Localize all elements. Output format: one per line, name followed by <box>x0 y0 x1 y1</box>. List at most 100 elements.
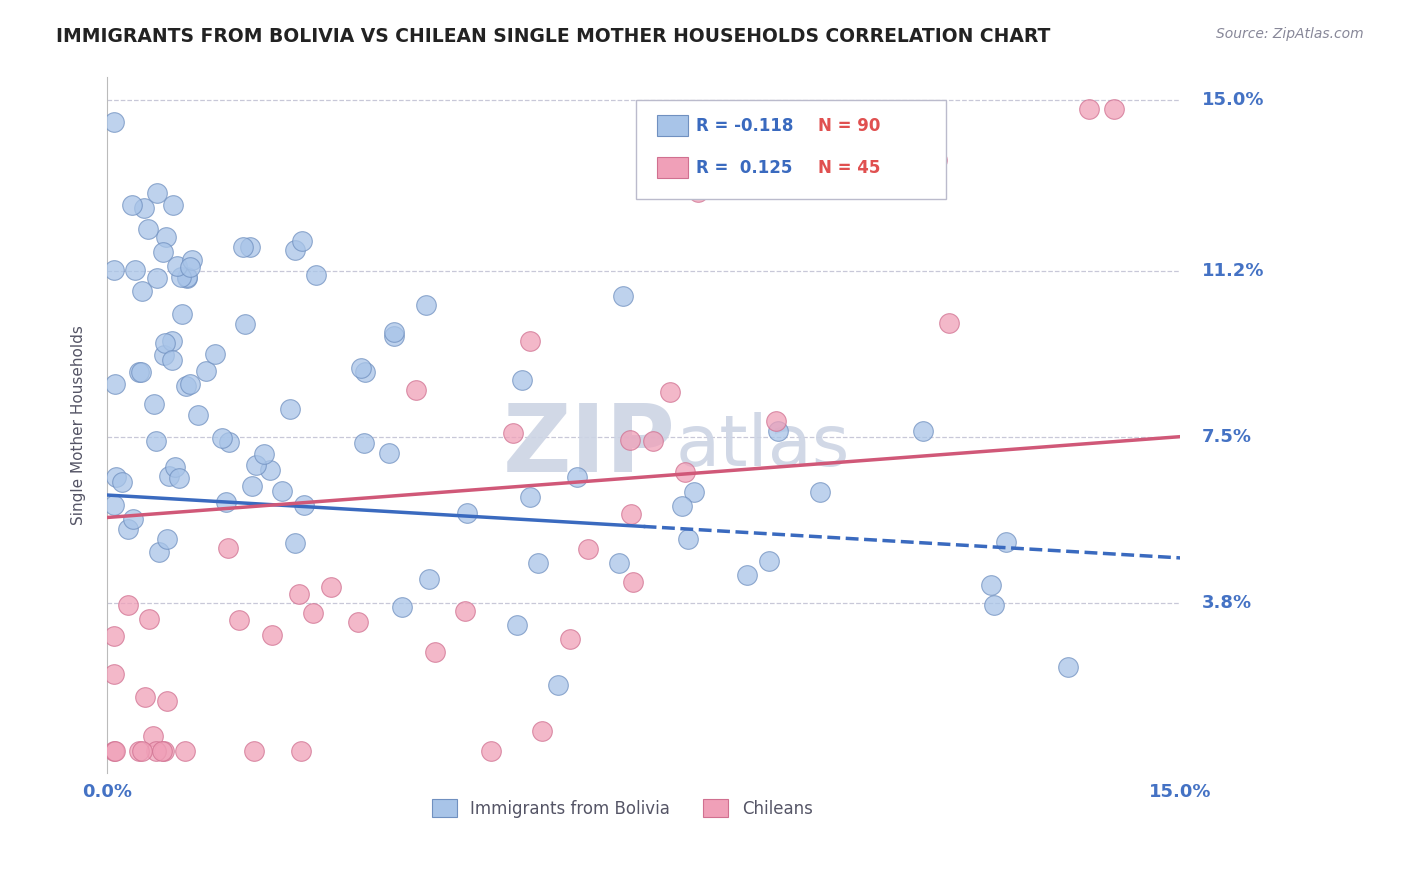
Point <box>124 263 146 277</box>
Point <box>671 500 693 514</box>
Point <box>156 694 179 708</box>
Point <box>758 554 780 568</box>
Point <box>145 744 167 758</box>
Point <box>169 471 191 485</box>
Point <box>134 690 156 704</box>
Point <box>215 494 238 508</box>
Point <box>128 365 150 379</box>
Point <box>103 630 125 644</box>
Point <box>641 434 664 448</box>
Point <box>156 532 179 546</box>
Point <box>163 460 186 475</box>
Point <box>995 535 1018 549</box>
Point <box>530 723 553 738</box>
Text: N = 45: N = 45 <box>818 159 880 177</box>
Point <box>456 506 478 520</box>
Point <box>160 334 183 349</box>
Text: N = 90: N = 90 <box>818 117 880 135</box>
Point <box>228 613 250 627</box>
Text: 3.8%: 3.8% <box>1202 594 1251 612</box>
Point <box>735 568 758 582</box>
Point <box>142 729 165 743</box>
Point <box>292 498 315 512</box>
Point <box>259 462 281 476</box>
Point <box>560 632 582 646</box>
Point <box>253 447 276 461</box>
Point <box>131 744 153 758</box>
Point <box>377 446 399 460</box>
Point <box>658 384 681 399</box>
Point <box>239 240 262 254</box>
Point <box>145 434 167 448</box>
Point <box>519 490 541 504</box>
Point <box>132 202 155 216</box>
Point <box>288 587 311 601</box>
Point <box>415 298 437 312</box>
Point <box>128 744 150 758</box>
Point <box>765 414 787 428</box>
Text: R =  0.125: R = 0.125 <box>696 159 793 177</box>
Point <box>240 479 263 493</box>
Point <box>166 259 188 273</box>
Point <box>938 316 960 330</box>
Point <box>547 678 569 692</box>
Point <box>912 424 935 438</box>
Point <box>405 383 427 397</box>
Point <box>157 468 180 483</box>
Point <box>233 317 256 331</box>
Point <box>567 470 589 484</box>
Point <box>104 377 127 392</box>
Point <box>153 744 176 758</box>
Point <box>103 115 125 129</box>
Point <box>142 396 165 410</box>
Point <box>270 484 292 499</box>
Point <box>136 221 159 235</box>
Point <box>170 269 193 284</box>
Point <box>176 379 198 393</box>
Point <box>150 744 173 758</box>
Point <box>291 235 314 249</box>
Point <box>983 598 1005 612</box>
Point <box>194 364 217 378</box>
Point <box>301 606 323 620</box>
Point <box>242 744 264 758</box>
Point <box>479 744 502 758</box>
Point <box>512 373 534 387</box>
Point <box>621 575 644 590</box>
Point <box>682 485 704 500</box>
Point <box>103 744 125 758</box>
Point <box>218 434 240 449</box>
Point <box>179 376 201 391</box>
Point <box>382 326 405 340</box>
Point <box>927 153 949 167</box>
Point <box>121 198 143 212</box>
Point <box>148 545 170 559</box>
Point <box>160 353 183 368</box>
Point <box>1078 102 1101 116</box>
Point <box>676 532 699 546</box>
Point <box>612 289 634 303</box>
Point <box>1102 102 1125 116</box>
Text: ZIP: ZIP <box>503 401 676 492</box>
Text: 15.0%: 15.0% <box>1202 91 1264 109</box>
Point <box>423 645 446 659</box>
Point <box>103 263 125 277</box>
Text: 7.5%: 7.5% <box>1202 427 1251 446</box>
Point <box>211 431 233 445</box>
Point <box>145 186 167 200</box>
Legend: Immigrants from Bolivia, Chileans: Immigrants from Bolivia, Chileans <box>425 793 820 824</box>
Point <box>607 556 630 570</box>
Point <box>155 229 177 244</box>
Point <box>278 401 301 416</box>
Point <box>382 329 405 343</box>
Point <box>179 260 201 275</box>
Point <box>121 512 143 526</box>
Point <box>153 336 176 351</box>
Point <box>117 522 139 536</box>
Point <box>104 470 127 484</box>
Text: R = -0.118: R = -0.118 <box>696 117 793 135</box>
Point <box>103 667 125 681</box>
Point <box>153 348 176 362</box>
Point <box>686 185 709 199</box>
Point <box>138 612 160 626</box>
